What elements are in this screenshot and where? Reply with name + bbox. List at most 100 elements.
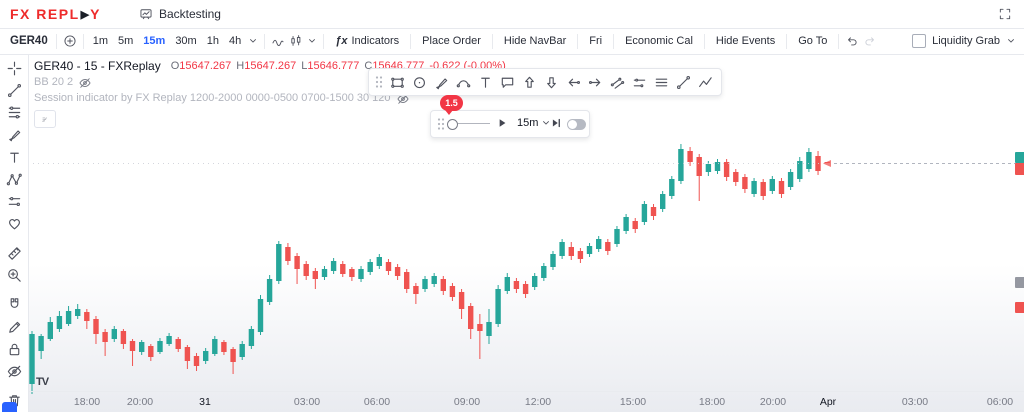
draw-tool-rectangle[interactable] bbox=[387, 72, 408, 93]
hide-navbar-button[interactable]: Hide NavBar bbox=[497, 33, 573, 49]
drawing-mode-icon bbox=[6, 319, 23, 336]
tool-brush[interactable] bbox=[2, 124, 26, 146]
draw-tool-callout[interactable] bbox=[497, 72, 518, 93]
tool-forecast[interactable] bbox=[2, 191, 26, 213]
timeframe-4h[interactable]: 4h bbox=[228, 35, 242, 47]
polyline-icon bbox=[697, 74, 714, 91]
arrow-right-icon bbox=[587, 74, 604, 91]
app-logo: FX REPL ▶ Y bbox=[10, 6, 101, 22]
play-button[interactable] bbox=[495, 116, 509, 130]
economic-cal-button[interactable]: Economic Cal bbox=[618, 33, 700, 49]
drag-handle-icon[interactable] bbox=[374, 75, 384, 89]
tool-text[interactable] bbox=[2, 146, 26, 168]
redo-icon bbox=[863, 34, 877, 48]
nav-backtesting[interactable]: Backtesting bbox=[139, 7, 221, 21]
draw-tool-brush[interactable] bbox=[431, 72, 452, 93]
timeframe-30m[interactable]: 30m bbox=[175, 35, 197, 47]
tool-zoom-in[interactable] bbox=[2, 264, 26, 286]
timeframe-5m[interactable]: 5m bbox=[118, 35, 134, 47]
draw-tool-ellipse[interactable] bbox=[409, 72, 430, 93]
edge-price-tag bbox=[1015, 277, 1024, 288]
toolbar-separator bbox=[491, 33, 493, 49]
draw-tool-curve[interactable] bbox=[453, 72, 474, 93]
draw-tool-arrow-up[interactable] bbox=[519, 72, 540, 93]
legend-title[interactable]: GER40 - 15 - FXReplay bbox=[34, 59, 161, 73]
draw-tool-regression-trend[interactable] bbox=[651, 72, 672, 93]
price-line-arrow-icon bbox=[823, 160, 831, 167]
draw-tool-disjoint-channel[interactable] bbox=[629, 72, 650, 93]
go-to-button[interactable]: Go To bbox=[791, 33, 834, 49]
high-value: 15647.267 bbox=[244, 60, 297, 72]
liquidity-grab-label: Liquidity Grab bbox=[932, 35, 1000, 47]
draw-tool-trend-line[interactable] bbox=[673, 72, 694, 93]
drag-handle-icon[interactable] bbox=[436, 117, 446, 131]
bb-indicator-label: BB 20 2 bbox=[34, 76, 74, 88]
object-tree-button[interactable] bbox=[34, 110, 56, 128]
eye-hidden-icon[interactable] bbox=[78, 76, 92, 90]
tool-hide-all[interactable] bbox=[2, 360, 26, 382]
tool-xabcd-pattern[interactable] bbox=[2, 168, 26, 190]
draw-tool-polyline[interactable] bbox=[695, 72, 716, 93]
chevron-down-icon[interactable] bbox=[1006, 36, 1016, 46]
trend-line-icon bbox=[675, 74, 692, 91]
toolbar-separator bbox=[55, 33, 57, 49]
indicator-row-bb[interactable]: BB 20 2 bbox=[34, 75, 506, 90]
edge-price-tag bbox=[1015, 302, 1024, 313]
toolbar-separator bbox=[323, 33, 325, 49]
toolbar-separator bbox=[838, 33, 840, 49]
time-tick-label: 03:00 bbox=[901, 396, 929, 408]
replay-timeframe-label: 15m bbox=[517, 117, 539, 129]
redo-button[interactable] bbox=[861, 32, 879, 50]
compare-add-button[interactable] bbox=[61, 32, 79, 50]
draw-tool-arrow-left[interactable] bbox=[563, 72, 584, 93]
fullscreen-button[interactable] bbox=[996, 5, 1014, 23]
timeframe-dropdown-button[interactable] bbox=[246, 34, 260, 48]
tool-emoji[interactable] bbox=[2, 213, 26, 235]
timeframe-1h[interactable]: 1h bbox=[206, 35, 219, 47]
candle-style-button[interactable] bbox=[287, 32, 305, 50]
timeframe-1m[interactable]: 1m bbox=[92, 35, 108, 47]
replay-control-bar: 15m bbox=[430, 110, 590, 138]
toolbar-separator bbox=[786, 33, 788, 49]
draw-tool-text[interactable] bbox=[475, 72, 496, 93]
plus-circle-icon bbox=[63, 34, 77, 48]
bottom-left-button[interactable] bbox=[2, 402, 17, 412]
timeframe-group: 1m 5m 15m 30m 1h 4h bbox=[88, 33, 247, 49]
autoplay-toggle[interactable] bbox=[567, 119, 586, 130]
tool-magnet[interactable] bbox=[2, 294, 26, 316]
indicators-button[interactable]: ƒx Indicators bbox=[328, 33, 406, 49]
time-tick-label: 06:00 bbox=[986, 396, 1014, 408]
day-of-week-button[interactable]: Fri bbox=[582, 33, 609, 49]
symbol-button[interactable]: GER40 bbox=[10, 35, 48, 47]
speed-slider-track[interactable] bbox=[458, 123, 490, 125]
timeframe-15m[interactable]: 15m bbox=[143, 35, 166, 47]
draw-tool-arrow-right[interactable] bbox=[585, 72, 606, 93]
draw-tool-parallel-channel[interactable] bbox=[607, 72, 628, 93]
toolbar-separator bbox=[82, 33, 84, 49]
tool-drawing-mode[interactable] bbox=[2, 316, 26, 338]
place-order-button[interactable]: Place Order bbox=[415, 33, 488, 49]
tool-lock-all[interactable] bbox=[2, 338, 26, 360]
tool-ruler[interactable] bbox=[2, 242, 26, 264]
open-value: 15647.267 bbox=[179, 60, 232, 72]
tool-fib-retracement[interactable] bbox=[2, 102, 26, 124]
liquidity-grab-checkbox[interactable] bbox=[912, 34, 927, 48]
chart-area[interactable]: GER40 - 15 - FXReplay O15647.267 H15647.… bbox=[28, 54, 1024, 412]
time-axis[interactable]: 18:00 20:00 31 03:00 06:00 09:00 12:00 15:00 18:… bbox=[28, 391, 1024, 412]
hide-events-button[interactable]: Hide Events bbox=[709, 33, 782, 49]
backtesting-icon bbox=[139, 7, 153, 21]
lock-all-icon bbox=[6, 341, 23, 358]
line-chart-style-button[interactable] bbox=[269, 32, 287, 50]
replay-timeframe-dropdown[interactable]: 15m bbox=[517, 117, 551, 129]
step-forward-button[interactable] bbox=[549, 116, 563, 130]
draw-tool-arrow-down[interactable] bbox=[541, 72, 562, 93]
chart-style-dropdown-button[interactable] bbox=[305, 34, 319, 48]
tool-crosshair[interactable] bbox=[2, 57, 26, 79]
speed-slider-knob[interactable] bbox=[447, 119, 458, 130]
text-icon bbox=[477, 74, 494, 91]
time-tick-label: 31 bbox=[199, 396, 211, 408]
tool-trend-line[interactable] bbox=[2, 79, 26, 101]
undo-button[interactable] bbox=[843, 32, 861, 50]
tradingview-watermark: TV bbox=[36, 376, 49, 388]
time-tick-label: 03:00 bbox=[293, 396, 321, 408]
